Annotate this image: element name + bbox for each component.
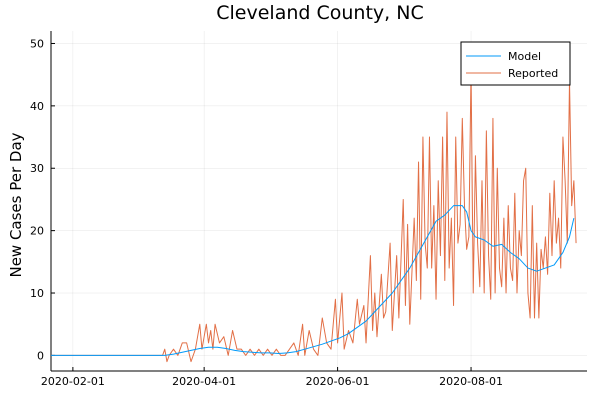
x-tick-label: 2020-02-01 <box>41 375 105 388</box>
tick-labels: 2020-02-01 2020-04-01 2020-06-01 2020-08-01… <box>30 37 503 388</box>
y-tick-label: 0 <box>37 349 44 362</box>
y-tick-label: 20 <box>30 225 44 238</box>
legend-label-model: Model <box>508 50 541 63</box>
y-tick-label: 40 <box>30 100 44 113</box>
legend: Model Reported <box>460 41 571 86</box>
x-tick-label: 2020-04-01 <box>172 375 236 388</box>
legend-label-reported: Reported <box>508 67 558 80</box>
series-line-model <box>51 205 575 356</box>
y-axis-label: New Cases Per Day <box>7 132 25 277</box>
legend-box <box>460 41 571 86</box>
chart-title: Cleveland County, NC <box>216 2 423 24</box>
series-layer <box>51 67 577 363</box>
x-tick-label: 2020-08-01 <box>439 375 503 388</box>
axes <box>50 31 587 372</box>
y-tick-label: 10 <box>30 287 44 300</box>
y-tick-label: 50 <box>30 37 44 50</box>
y-tick-label: 30 <box>30 162 44 175</box>
series-line-reported <box>51 67 577 363</box>
x-tick-label: 2020-06-01 <box>306 375 370 388</box>
